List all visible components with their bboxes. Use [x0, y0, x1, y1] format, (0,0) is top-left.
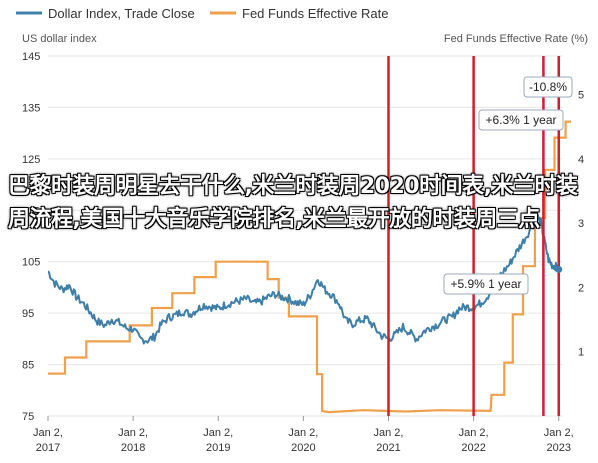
- callout-box: [523, 76, 573, 98]
- x-tick-label: Jan 2,: [544, 427, 574, 439]
- fed-funds-series: [48, 120, 571, 414]
- axis-ticks: 145 135 125 115 105 95 85 75 5 4 3 2 1 Jan 2, 2017 Jan …: [22, 51, 584, 454]
- left-tick-label: 145: [22, 51, 40, 63]
- callout-label: -10.8%: [529, 80, 567, 94]
- x-tick-label: Jan 2,: [118, 427, 148, 439]
- left-tick-label: 115: [22, 205, 40, 217]
- left-tick-label: 105: [22, 257, 40, 269]
- legend-label-1: Fed Funds Effective Rate: [242, 6, 388, 21]
- callout-box: [443, 273, 529, 295]
- x-tick-label: Jan 2,: [33, 427, 63, 439]
- x-tick-year: 2022: [461, 442, 485, 454]
- callout-box: [478, 109, 564, 131]
- x-tick-year: 2021: [376, 442, 400, 454]
- legend-label-0: Dollar Index, Trade Close: [48, 6, 195, 21]
- x-tick-label: Jan 2,: [288, 427, 318, 439]
- right-tick-label: 4: [578, 154, 584, 166]
- x-tick-label: Jan 2,: [203, 427, 233, 439]
- x-tick-label: Jan 2,: [374, 427, 404, 439]
- left-tick-label: 75: [22, 411, 34, 423]
- x-tick-label: Jan 2,: [459, 427, 489, 439]
- right-axis-title: Fed Funds Effective Rate (%): [444, 33, 588, 45]
- left-axis-title: US dollar index: [22, 33, 97, 45]
- x-tick-year: 2018: [121, 442, 145, 454]
- legend: Dollar Index, Trade Close Fed Funds Effec…: [16, 6, 388, 21]
- x-tick-year: 2017: [36, 442, 60, 454]
- right-tick-label: 1: [578, 347, 584, 359]
- left-tick-label: 125: [22, 154, 40, 166]
- dollar-end-marker: [555, 265, 563, 273]
- x-tick-year: 2023: [547, 442, 571, 454]
- left-tick-label: 85: [22, 360, 34, 372]
- left-tick-label: 135: [22, 102, 40, 114]
- right-tick-label: 2: [578, 282, 584, 294]
- right-tick-label: 5: [578, 90, 584, 102]
- x-tick-year: 2020: [291, 442, 315, 454]
- callouts: -10.8% +6.3% 1 year +5.9% 1 year: [443, 76, 573, 295]
- left-tick-label: 95: [22, 308, 34, 320]
- overlay-caption: 巴黎时装周明星去干什么,米兰时装周2020时间表,米兰时装周流程,美国十大音乐学…: [8, 174, 578, 232]
- right-tick-label: 3: [578, 218, 584, 230]
- callout-label: +5.9% 1 year: [450, 277, 521, 291]
- gridlines: [48, 55, 563, 417]
- x-tick-year: 2019: [206, 442, 230, 454]
- fed-funds-line: [48, 120, 571, 414]
- callout-label: +6.3% 1 year: [485, 113, 556, 127]
